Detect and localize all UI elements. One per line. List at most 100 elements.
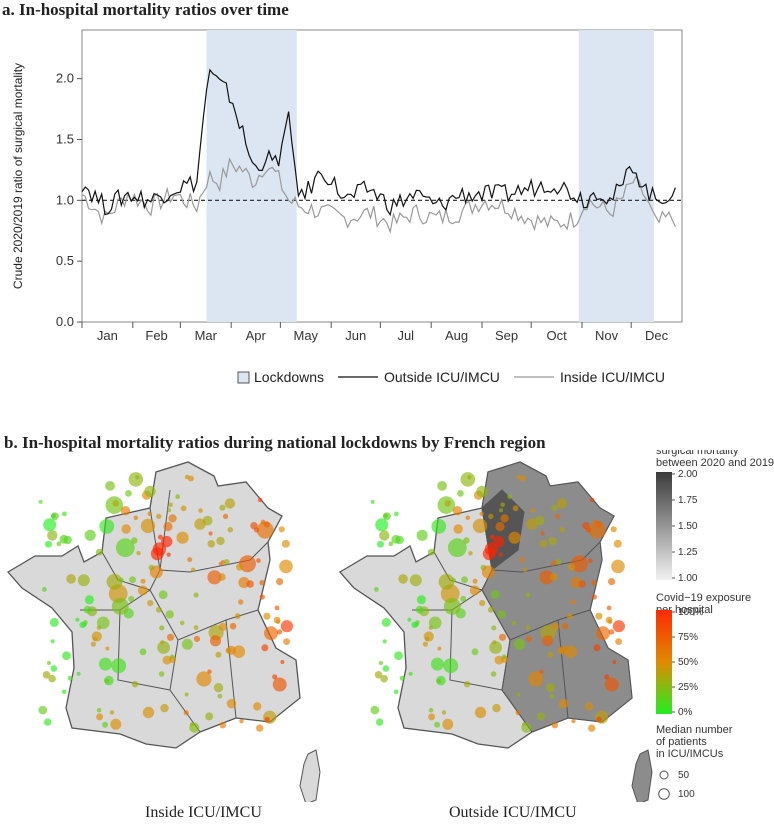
hospital-marker bbox=[566, 613, 573, 620]
hospital-marker bbox=[513, 638, 525, 650]
hospital-marker bbox=[578, 580, 586, 588]
region-border-2 bbox=[80, 569, 161, 611]
region-border-5 bbox=[117, 609, 171, 691]
ratio-tick-label-2.00: 2.00 bbox=[678, 469, 698, 480]
hospital-marker bbox=[124, 490, 132, 497]
hospital-marker bbox=[521, 722, 532, 733]
hospital-marker bbox=[96, 707, 102, 713]
x-tick-label-Apr: Apr bbox=[246, 328, 267, 343]
size-circle-50 bbox=[659, 770, 669, 780]
hospital-marker bbox=[571, 555, 588, 573]
hospital-marker bbox=[443, 597, 461, 615]
hospital-marker bbox=[45, 540, 52, 548]
hospital-marker bbox=[209, 635, 222, 647]
hospital-marker bbox=[224, 498, 236, 509]
y-tick-label-1.0: 1.0 bbox=[56, 192, 74, 207]
ratio-tick-label-1.75: 1.75 bbox=[678, 495, 698, 506]
hospital-marker bbox=[157, 641, 171, 654]
hospital-marker bbox=[488, 513, 494, 520]
hospital-marker bbox=[377, 540, 384, 548]
x-tick-label-Sep: Sep bbox=[495, 328, 518, 343]
hospital-marker bbox=[526, 518, 538, 530]
hospital-marker bbox=[481, 565, 495, 579]
lockdown-band-2 bbox=[578, 30, 655, 322]
x-tick-label-Oct: Oct bbox=[546, 328, 567, 343]
hospital-marker bbox=[515, 710, 521, 716]
hospital-marker bbox=[596, 716, 602, 723]
france-outline bbox=[6, 461, 301, 749]
hospital-marker bbox=[460, 595, 467, 602]
hospital-marker bbox=[428, 707, 434, 713]
hospital-marker bbox=[539, 540, 548, 548]
hospital-marker bbox=[487, 606, 494, 613]
map-outside bbox=[338, 461, 653, 802]
hospital-marker bbox=[375, 518, 389, 532]
size-legend-title-2: of patients bbox=[656, 736, 707, 748]
hospital-marker bbox=[157, 534, 163, 540]
hospital-marker bbox=[168, 502, 173, 508]
hospital-marker bbox=[519, 557, 525, 563]
x-tick-label-Nov: Nov bbox=[595, 328, 619, 343]
hospital-marker bbox=[193, 625, 199, 630]
lockdown-band-1 bbox=[206, 30, 297, 322]
hospital-marker bbox=[374, 587, 379, 592]
hospital-marker bbox=[500, 514, 509, 523]
hospital-marker bbox=[281, 539, 290, 548]
hospital-marker bbox=[158, 590, 168, 600]
hospital-marker bbox=[84, 595, 94, 605]
hospital-marker bbox=[468, 551, 473, 556]
hospital-marker bbox=[106, 573, 123, 590]
hospital-marker bbox=[608, 629, 615, 635]
hospital-marker bbox=[615, 638, 622, 645]
hospital-marker bbox=[476, 485, 488, 498]
hospital-marker bbox=[431, 519, 447, 534]
covid-tick-label-50pct: 50% bbox=[678, 657, 698, 668]
hospital-marker bbox=[47, 530, 58, 541]
hospital-marker bbox=[550, 573, 558, 581]
hospital-marker bbox=[42, 671, 51, 679]
hospital-marker bbox=[273, 616, 281, 624]
hospital-marker bbox=[102, 721, 109, 728]
hospital-marker bbox=[411, 621, 418, 628]
y-tick-label-1.5: 1.5 bbox=[56, 132, 74, 147]
hospital-marker bbox=[547, 651, 554, 658]
hospital-marker bbox=[263, 612, 271, 620]
hospital-marker bbox=[160, 640, 165, 645]
hospital-marker bbox=[167, 508, 172, 513]
legend-lockdowns-swatch bbox=[237, 371, 250, 384]
x-tick-label-Aug: Aug bbox=[445, 328, 468, 343]
hospital-marker bbox=[415, 605, 424, 614]
hospital-marker bbox=[196, 671, 212, 687]
hospital-marker bbox=[225, 647, 232, 654]
hospital-marker bbox=[207, 570, 222, 585]
hospital-marker bbox=[137, 585, 148, 596]
hospital-marker bbox=[256, 558, 261, 563]
hospital-marker bbox=[280, 620, 293, 633]
hospital-marker bbox=[428, 713, 436, 721]
corsica bbox=[299, 749, 321, 802]
hospital-marker bbox=[158, 671, 165, 677]
hospital-marker bbox=[50, 665, 58, 672]
hospital-marker bbox=[223, 513, 229, 519]
hospital-marker bbox=[160, 703, 169, 713]
hospital-marker bbox=[253, 527, 260, 533]
hospital-marker bbox=[472, 578, 478, 584]
hospital-marker bbox=[194, 518, 206, 530]
hospital-marker bbox=[98, 657, 112, 671]
panel-b-title: b. In-hospital mortality ratios during n… bbox=[4, 433, 546, 452]
hospital-marker bbox=[272, 674, 278, 680]
hospital-marker bbox=[376, 718, 384, 726]
hospital-marker bbox=[394, 651, 403, 661]
hospital-marker bbox=[165, 610, 174, 619]
hospital-marker bbox=[261, 644, 269, 652]
hospital-marker bbox=[437, 646, 442, 651]
hospital-marker bbox=[131, 681, 139, 688]
hospital-marker bbox=[588, 558, 593, 563]
hospital-marker bbox=[434, 721, 441, 728]
hospital-marker bbox=[49, 617, 59, 627]
hospital-marker bbox=[508, 531, 521, 544]
hospital-marker bbox=[159, 625, 165, 631]
region-border-5 bbox=[449, 609, 503, 691]
region-border-2 bbox=[412, 569, 493, 611]
